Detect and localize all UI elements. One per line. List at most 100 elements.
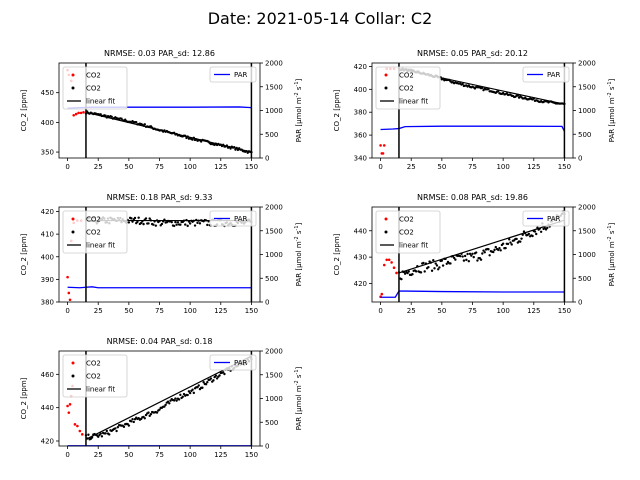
subplot-5: NRMSE: 0.04 PAR_sd: 0.18 0 25 50 75 100 125 150… (20, 337, 303, 459)
co2-point (122, 425, 126, 429)
y-tick-label: 430 (354, 254, 367, 262)
y-tick-label: 420 (41, 208, 54, 216)
co2-point (509, 241, 512, 244)
co2-point (137, 216, 140, 219)
co2-point (222, 371, 225, 374)
co2-excluded-point (382, 144, 386, 147)
y-axis-label: CO_2 [ppm] (20, 233, 28, 275)
legend-label: CO2 (86, 85, 101, 93)
co2-point (229, 147, 232, 150)
x-tick-label: 25 (94, 451, 103, 459)
figure-suptitle: Date: 2021-05-14 Collar: C2 (208, 9, 433, 28)
x-tick-label: 75 (155, 451, 164, 459)
x-tick-label: 100 (496, 163, 509, 171)
co2-point (414, 270, 418, 273)
co2-point (174, 220, 177, 224)
co2-point (474, 251, 478, 254)
co2-point (419, 271, 423, 274)
y-tick-label: 340 (354, 155, 367, 163)
co2-point (471, 252, 474, 256)
co2-point (423, 270, 426, 273)
x-tick-label: 50 (437, 307, 446, 315)
co2-point (173, 224, 176, 228)
co2-point (114, 427, 117, 430)
co2-point (463, 254, 467, 258)
co2-excluded-point (382, 263, 386, 267)
co2-point (407, 270, 410, 273)
co2-point (135, 120, 138, 124)
y2-tick-label: 1500 (265, 371, 283, 379)
linear-fit-line (398, 219, 565, 274)
subplot-1: NRMSE: 0.03 PAR_sd: 12.86 0 25 50 75 100 125 15… (20, 49, 303, 171)
co2-point (209, 377, 213, 380)
co2-excluded-point (74, 112, 78, 116)
co2-point (499, 249, 502, 252)
co2-point (493, 248, 496, 252)
legend-co2: CO2 CO2 linear fit (62, 354, 128, 398)
co2-point (130, 217, 133, 220)
co2-point (527, 232, 531, 236)
co2-point (130, 420, 133, 423)
y2-axis-label: PAR [µmol m-2​ s-1​] (294, 222, 303, 286)
x-tick-label: 0 (65, 163, 69, 171)
x-tick-label: 0 (378, 307, 382, 315)
x-tick-label: 25 (94, 163, 103, 171)
subplot-3: NRMSE: 0.18 PAR_sd: 9.33 0 25 50 75 100 125 150… (20, 193, 303, 315)
co2-point (187, 390, 191, 393)
co2-point (452, 256, 456, 260)
co2-point (206, 223, 209, 227)
legend-label: PAR (234, 215, 248, 223)
co2-point (223, 372, 226, 376)
legend-frame (375, 210, 441, 254)
co2-point (214, 374, 218, 377)
x-tick-label: 150 (245, 163, 258, 171)
co2-point (519, 240, 522, 243)
co2-point (104, 432, 107, 435)
x-tick-label: 50 (124, 451, 133, 459)
legend-label: CO2 (86, 229, 101, 237)
co2-point (430, 269, 434, 272)
legend-label: CO2 (86, 216, 101, 224)
y-axis-label: CO_2 [ppm] (20, 89, 28, 131)
co2-point (427, 265, 430, 269)
co2-point (174, 397, 177, 400)
legend-marker (71, 73, 75, 77)
y2-tick-label: 1500 (578, 83, 596, 91)
y-tick-label: 460 (41, 371, 54, 379)
co2-point (147, 411, 150, 414)
legend-par: PAR (209, 354, 257, 371)
y-tick-label: 380 (354, 109, 367, 117)
par-line (67, 286, 252, 289)
legend-par: PAR (209, 66, 257, 83)
x-tick-label: 0 (378, 163, 382, 171)
co2-point (465, 258, 468, 262)
co2-excluded-point (387, 258, 391, 262)
co2-point (516, 94, 520, 97)
legend-marker (384, 73, 388, 77)
legend-label: linear fit (86, 386, 115, 394)
x-tick-label: 150 (558, 307, 571, 315)
y2-axis-label: PAR [µmol m-2​ s-1​] (294, 366, 303, 430)
co2-point (215, 377, 219, 380)
co2-point (433, 267, 436, 270)
co2-point (173, 399, 176, 402)
legend-label: CO2 (399, 216, 414, 224)
co2-point (504, 246, 507, 250)
co2-point (175, 399, 178, 402)
co2-excluded-point (82, 110, 85, 114)
subplot-title: NRMSE: 0.08 PAR_sd: 19.86 (417, 193, 528, 202)
legend-label: linear fit (399, 98, 428, 106)
co2-excluded-point (66, 275, 69, 279)
co2-point (467, 260, 471, 263)
y2-tick-label: 500 (265, 275, 278, 283)
y2-tick-label: 1000 (265, 107, 283, 115)
x-tick-label: 75 (155, 307, 164, 315)
legend-frame (62, 210, 128, 254)
linear-fit-line (85, 111, 252, 153)
x-tick-label: 125 (527, 307, 540, 315)
legend-marker (384, 230, 388, 234)
subplot-4: NRMSE: 0.08 PAR_sd: 19.86 0 25 50 75 100 125 15… (333, 193, 616, 315)
co2-point (198, 222, 202, 225)
legend-label: CO2 (86, 360, 101, 368)
co2-point (152, 223, 155, 226)
